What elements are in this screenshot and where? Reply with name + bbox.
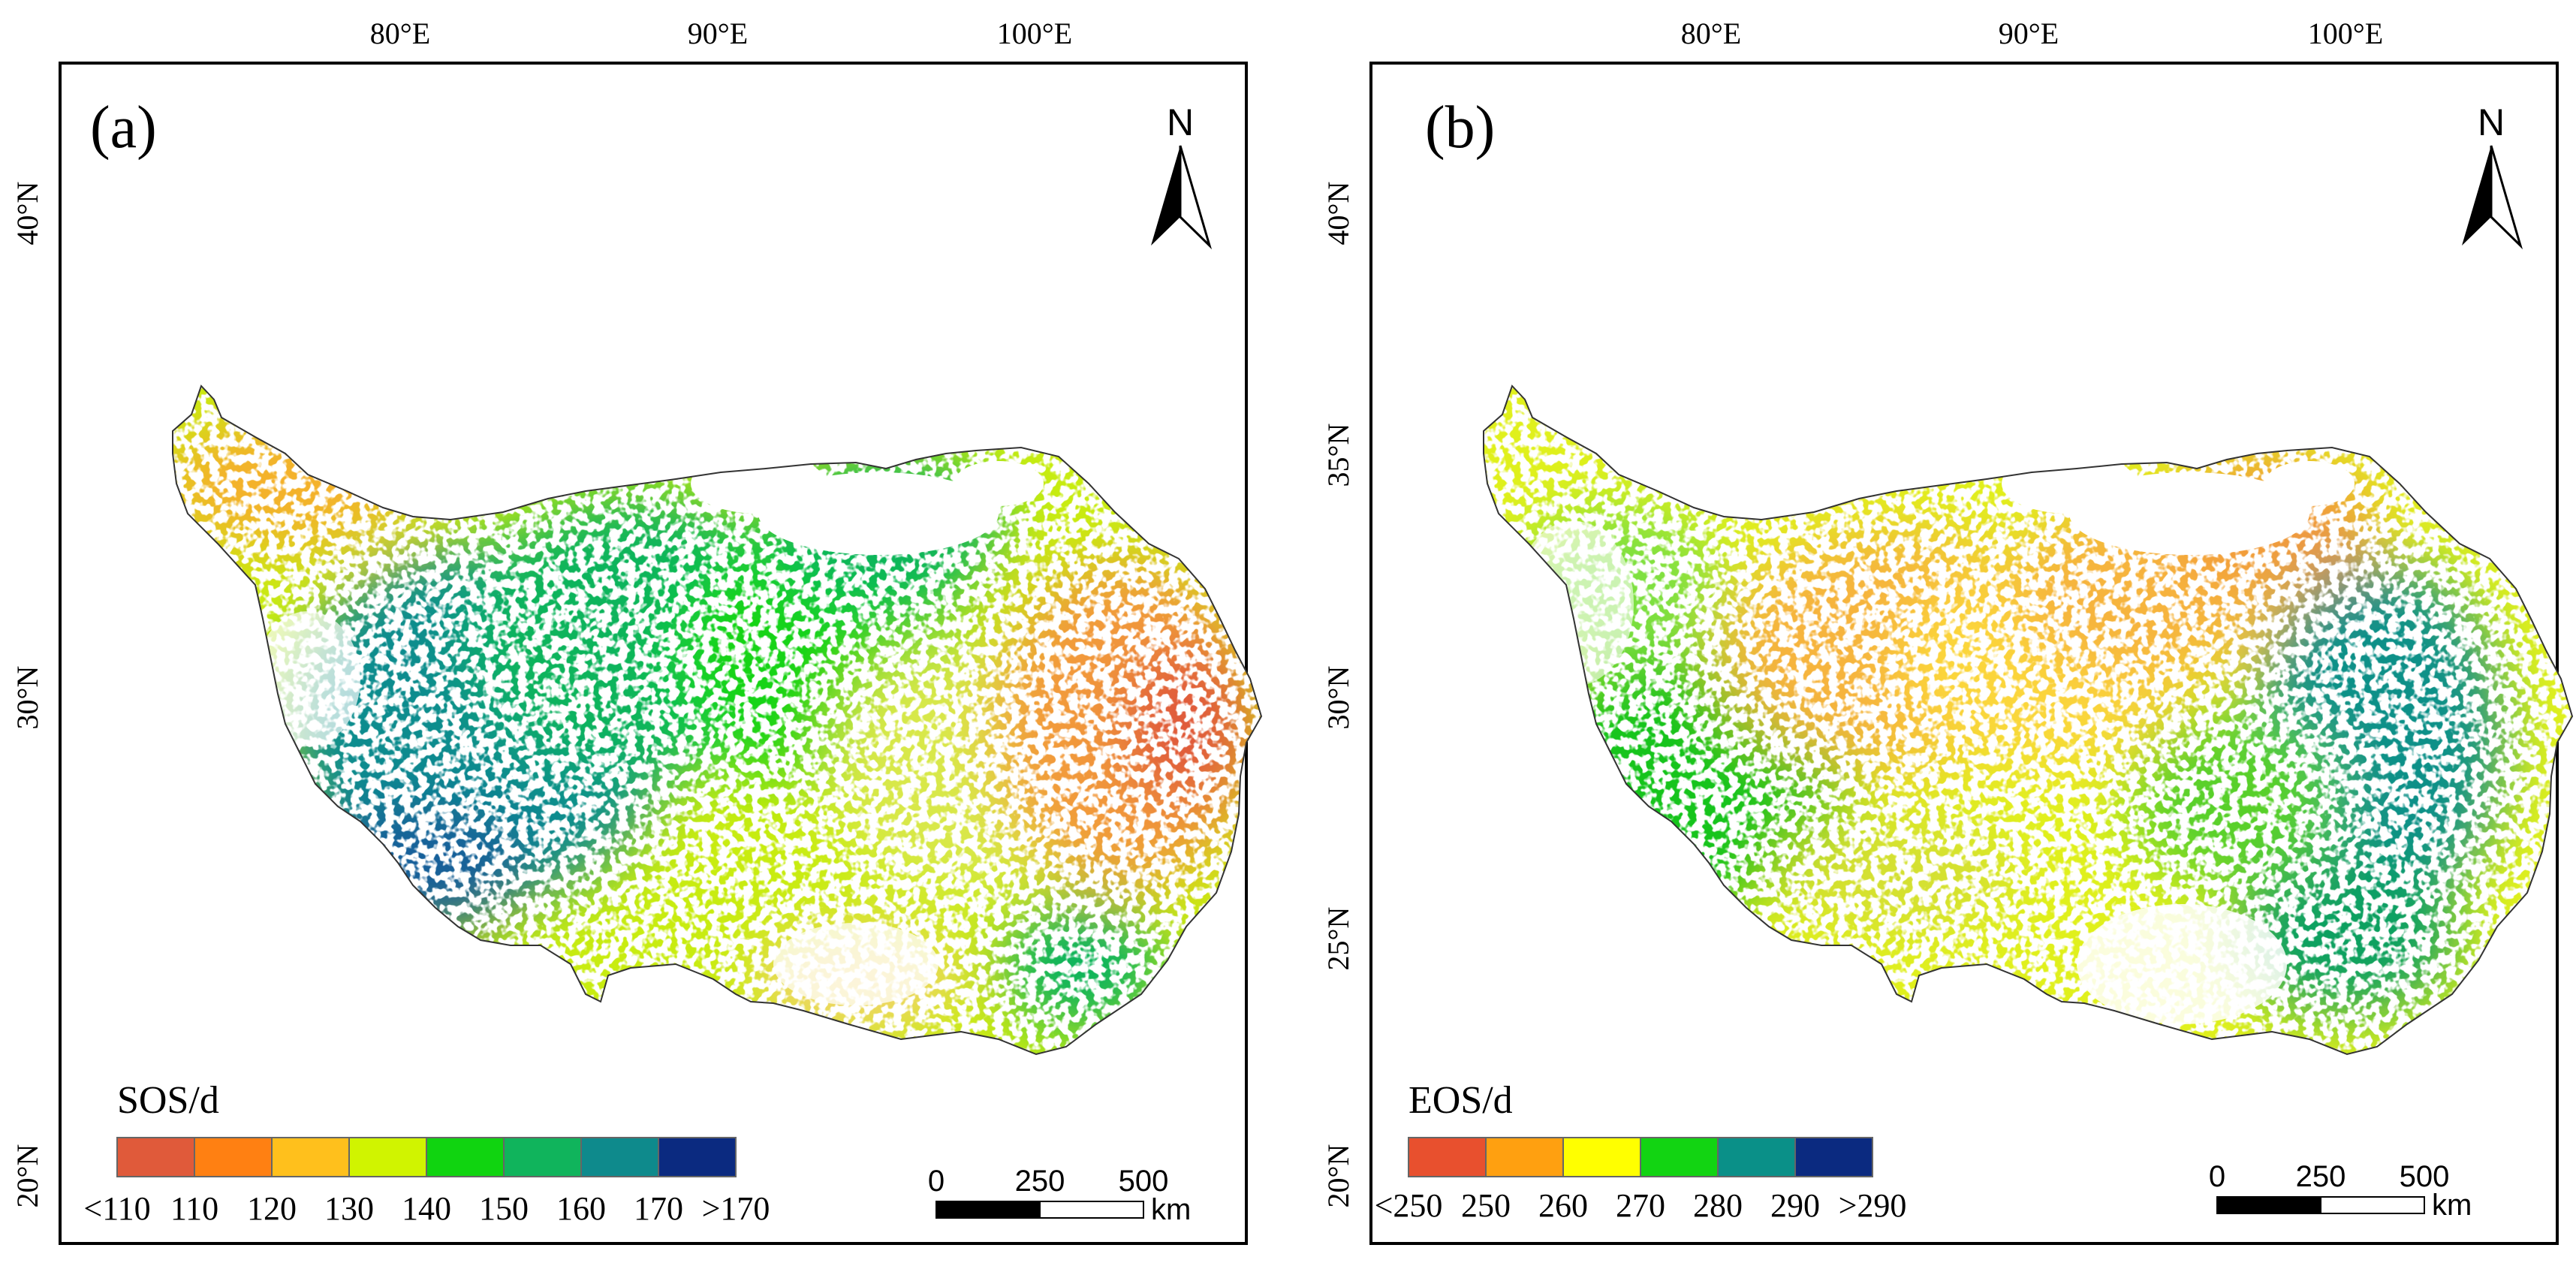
legend-label: 110 <box>170 1190 218 1227</box>
lat-tick-20: 20°N <box>11 1144 44 1208</box>
north-arrow-icon: N <box>1151 101 1213 250</box>
panel-label: (a) <box>90 95 157 161</box>
legend-swatch <box>658 1137 737 1177</box>
lon-tick-80: 80°E <box>370 17 430 50</box>
lat-tick-40: 40°N <box>1321 182 1355 246</box>
legend-title: SOS/d <box>117 1079 219 1122</box>
legend-label: 160 <box>556 1190 606 1227</box>
north-arrow-icon: N <box>2462 101 2523 250</box>
lat-tick-30: 30°N <box>11 666 44 730</box>
legend-label: >170 <box>702 1190 770 1227</box>
lat-tick-35: 35°N <box>1321 424 1355 487</box>
legend-label: 170 <box>634 1190 683 1227</box>
panel-label: (b) <box>1425 95 1495 161</box>
legend-swatch <box>194 1137 273 1177</box>
scale-unit: km <box>1151 1193 1191 1226</box>
lon-tick-100: 100°E <box>997 17 1072 50</box>
legend-label: 130 <box>324 1190 374 1227</box>
legend-swatch <box>271 1137 350 1177</box>
legend-swatch <box>426 1137 505 1177</box>
legend-swatch <box>1485 1137 1564 1177</box>
legend-label: 280 <box>1693 1187 1743 1224</box>
lon-tick-90: 90°E <box>1999 17 2059 50</box>
legend-eos: EOS/d <250 250 260 270 280 290 >290 <box>1375 1079 1907 1224</box>
lon-tick-100: 100°E <box>2308 17 2383 50</box>
legend-swatches <box>116 1137 737 1177</box>
legend-swatch <box>1640 1137 1719 1177</box>
legend-swatch <box>1717 1137 1796 1177</box>
legend-swatches <box>1408 1137 1873 1177</box>
legend-swatch <box>348 1137 427 1177</box>
legend-label: 290 <box>1770 1187 1820 1224</box>
legend-title: EOS/d <box>1409 1079 1513 1122</box>
legend-swatch <box>1794 1137 1873 1177</box>
legend-labels: <250 250 260 270 280 290 >290 <box>1375 1187 1907 1224</box>
lat-tick-40: 40°N <box>11 182 44 246</box>
legend-swatch <box>1408 1137 1487 1177</box>
legend-label: 250 <box>1461 1187 1511 1224</box>
scale-bar: 0 250 500 km <box>928 1165 1191 1226</box>
legend-labels: <110 110 120 130 140 150 160 170 >170 <box>83 1190 770 1227</box>
scale-bar: 0 250 500 km <box>2209 1160 2472 1222</box>
legend-label: 260 <box>1538 1187 1588 1224</box>
legend-label: 270 <box>1616 1187 1665 1224</box>
panel-a-sos-map: 80°E 90°E 100°E 40°N 30°N 20°N <box>11 17 1262 1245</box>
legend-label: 150 <box>479 1190 529 1227</box>
panel-b-eos-map: 80°E 90°E 100°E 40°N 35°N 30°N 25°N 20°N <box>1321 17 2573 1245</box>
scale-tick-250: 250 <box>2296 1160 2346 1193</box>
legend-label: <110 <box>83 1190 150 1227</box>
north-label: N <box>1167 101 1194 143</box>
scale-tick-250: 250 <box>1015 1165 1065 1198</box>
lon-tick-90: 90°E <box>688 17 748 50</box>
scale-tick-500: 500 <box>2400 1160 2450 1193</box>
lat-tick-30: 30°N <box>1321 666 1355 730</box>
legend-label: <250 <box>1375 1187 1443 1224</box>
lat-tick-20: 20°N <box>1321 1144 1355 1208</box>
lat-tick-25: 25°N <box>1321 907 1355 971</box>
scale-tick-0: 0 <box>928 1165 945 1198</box>
legend-label: 120 <box>247 1190 297 1227</box>
scale-tick-500: 500 <box>1119 1165 1169 1198</box>
legend-swatch <box>503 1137 582 1177</box>
legend-sos: SOS/d <110 110 120 130 140 150 160 170 >170 <box>83 1079 770 1227</box>
scale-tick-0: 0 <box>2209 1160 2225 1193</box>
legend-swatch <box>580 1137 659 1177</box>
legend-label: 140 <box>402 1190 451 1227</box>
lon-tick-80: 80°E <box>1681 17 1741 50</box>
legend-swatch <box>1562 1137 1641 1177</box>
scale-unit: km <box>2432 1189 2472 1222</box>
legend-label: >290 <box>1839 1187 1907 1224</box>
north-label: N <box>2478 101 2505 143</box>
legend-swatch <box>116 1137 195 1177</box>
